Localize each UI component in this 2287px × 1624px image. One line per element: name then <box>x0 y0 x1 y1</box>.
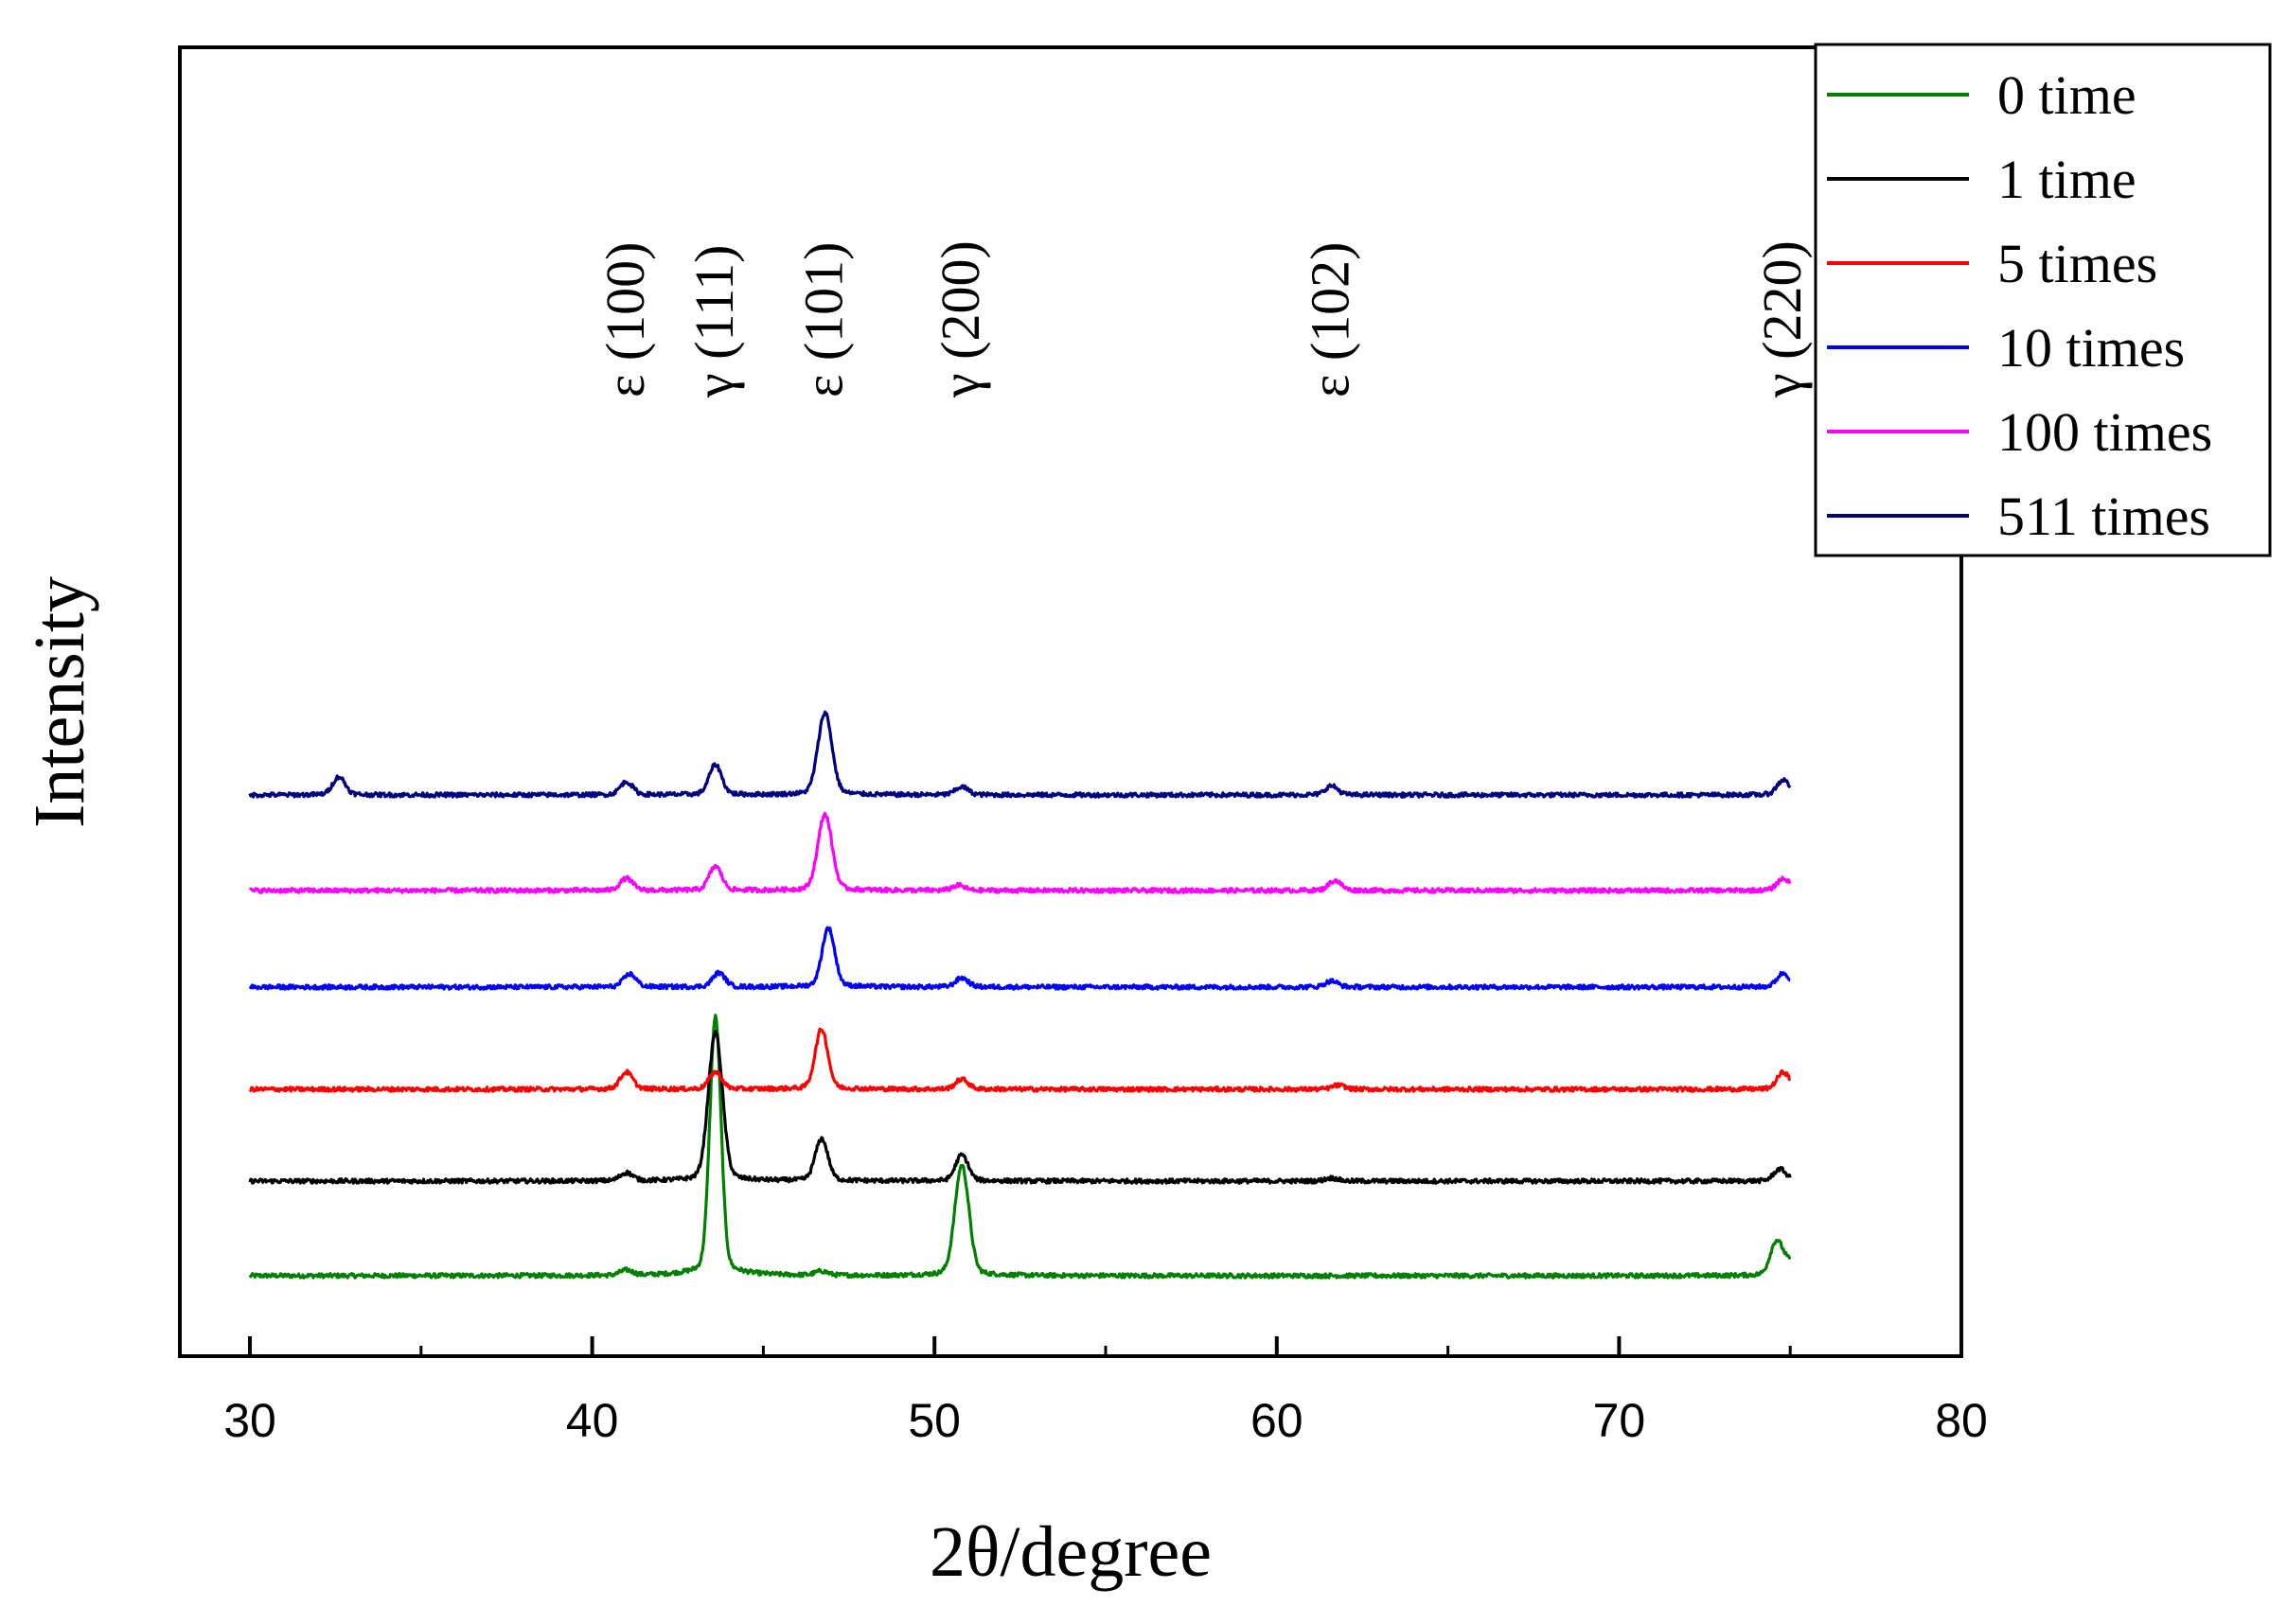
legend-label: 1 time <box>1997 149 2136 210</box>
legend-label: 511 times <box>1997 485 2210 547</box>
peak-annotations: ε (100) γ (111) ε (101) γ (200) ε (102) γ (22… <box>594 240 1813 398</box>
series-line-5 <box>248 710 1792 799</box>
x-tick-label: 80 <box>1935 1394 1988 1447</box>
legend-label: 100 times <box>1997 401 2212 463</box>
peak-annotation: γ (200) <box>930 240 991 398</box>
series-line-0 <box>248 1014 1792 1280</box>
series-line-1 <box>248 1029 1792 1185</box>
plot-frame <box>178 45 1963 1358</box>
series-line-2 <box>248 1027 1791 1093</box>
legend: 0 time 1 time 5 times 10 times 100 times 511 … <box>1814 43 2272 557</box>
y-axis-title: Intensity <box>20 576 99 828</box>
legend-box <box>1814 43 2272 557</box>
peak-annotation: ε (101) <box>793 242 855 397</box>
x-tick-label: 50 <box>908 1394 961 1447</box>
x-tick-label: 30 <box>223 1394 276 1447</box>
series-layer <box>248 710 1792 1280</box>
x-tick-label: 70 <box>1593 1394 1646 1447</box>
series-line-4 <box>248 811 1792 894</box>
legend-label: 5 times <box>1997 233 2157 294</box>
legend-label: 10 times <box>1997 317 2185 379</box>
x-tick-label: 40 <box>566 1394 619 1447</box>
x-axis-title: 2θ/degree <box>930 1512 1212 1592</box>
x-tick-label: 60 <box>1250 1394 1303 1447</box>
plot-area: ε (100) γ (111) ε (101) γ (200) ε (102) γ (22… <box>178 45 1988 1447</box>
legend-label: 0 time <box>1997 64 2136 126</box>
peak-annotation: ε (102) <box>1300 242 1361 397</box>
peak-annotation: ε (100) <box>594 242 656 397</box>
x-axis: 30 40 50 60 70 80 <box>223 1336 1988 1447</box>
peak-annotation: γ (111) <box>683 245 745 398</box>
series-line-3 <box>248 926 1791 991</box>
peak-annotation: γ (220) <box>1751 240 1813 398</box>
legend-items: 0 time 1 time 5 times 10 times 100 times 511 … <box>1827 64 2212 547</box>
